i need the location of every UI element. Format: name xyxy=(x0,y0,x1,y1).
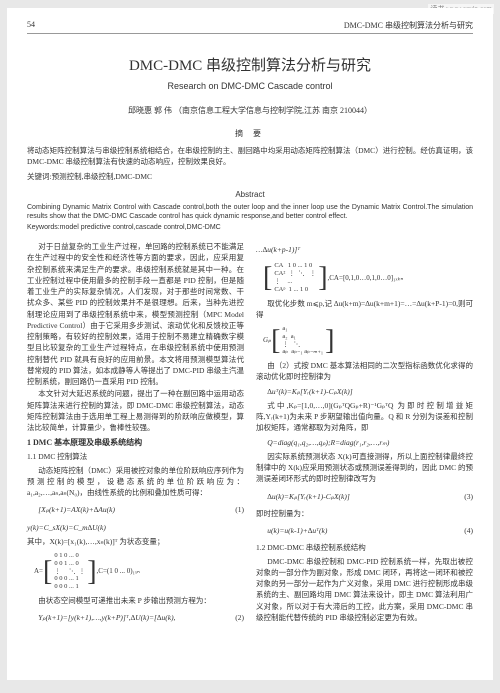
keywords-cn: 关键词:预测控制,串级控制,DMC-DMC xyxy=(27,171,473,182)
para-intro-2: 本文针对大延迟系统的问题，提出了一种在副回路中运用动态矩阵算法来进行控制的算法，… xyxy=(27,388,244,433)
matrix-CA-tail: ,CA=[0,1,0…0,1,0…0]₁ₓₖₙ xyxy=(328,273,404,284)
equation-1b: y(k)=C_sX(k)=C_m∆U(k) xyxy=(27,522,244,533)
para-predict-state: 因实际系统预测状态 X(k)可直接测得，所以上面控制律最终控制律中的 X(k)应… xyxy=(256,451,473,485)
paper-title: DMC-DMC 串级控制算法分析与研究 xyxy=(27,54,473,75)
equation-1: [Xₚ(k+1)=AX(k)+∆Au(k) (1) xyxy=(27,501,244,518)
bracket-left-icon: [ xyxy=(271,327,280,355)
para-optim-step: 取优化步数 m⩽p,记 ∆u(k+m)=∆u(k+m+1)=…=∆u(k+P-1… xyxy=(256,298,473,321)
matrix-A: A= [ 0 1 0 ... 0 0 0 1 ... 0 ⋮ ⋱ ⋮ 0 0 0… xyxy=(34,551,140,592)
matrix-CA: [ CA 1 0 ... 1 0 CA² ⋮ ⋱ ⋮ ⋮ ... CAᵖ 1 .… xyxy=(263,261,403,294)
heading-1-2: 1.2 DMC-DMC 串级控制系统结构 xyxy=(256,542,473,553)
abstract-head-cn: 摘 要 xyxy=(27,128,473,139)
bracket-right-icon: ] xyxy=(87,558,96,586)
matrix-CA-cells: CA 1 0 ... 1 0 CA² ⋮ ⋱ ⋮ ⋮ ... CAᵖ 1 ...… xyxy=(272,261,318,294)
abstract-cn: 将动态矩阵控制算法与串级控制系统相结合，在串级控制的主、副回路中均采用动态矩阵控… xyxy=(27,145,473,168)
equation-du: ∆uᵀ(k)=Kₚ[Yᵣ(k+1)-CₚX(k)] xyxy=(256,386,473,397)
running-header: 54 DMC-DMC 串级控制算法分析与研究 xyxy=(27,20,473,34)
equation-3: ∆u(k)=Kₚ[Yᵣ(k+1)-CₚX(k)] (3) xyxy=(256,488,473,505)
equation-2: Yₚ(k+1)=[y(k+1),…,y(k+P)]ᵀ,∆U(k)=[∆u(k),… xyxy=(27,609,244,626)
heading-1: 1 DMC 基本原理及串级系统结构 xyxy=(27,437,244,449)
equation-3-body: ∆u(k)=Kₚ[Yᵣ(k+1)-CₚX(k)] xyxy=(256,491,350,502)
equation-4-num: (4) xyxy=(464,525,473,536)
authors-affiliation: 邱晓惠 郭 伟 （南京信息工程大学信息与控制学院,江苏 南京 210044） xyxy=(27,105,473,116)
matrix-Gp-label: Gₚ xyxy=(263,335,271,346)
running-title: DMC-DMC 串级控制算法分析与研究 xyxy=(344,20,473,31)
para-kp-def: 式中,Kₚ=[1,0,…,0](GₚᵀQGₚ+R)⁻¹GₚᵀQ 为即时控制增益矩… xyxy=(256,400,473,434)
body-columns: 对于日益复杂的工业生产过程，单回路的控制系统已不能满足在生产过程中的安全性和经济… xyxy=(27,241,473,629)
equation-QR: Q=diag(q₁,q₂,…,qₚ);R=diag(r₁,r₂,…,rₘ) xyxy=(256,437,473,448)
eq-continuation: …∆u(k+p-1)]ᵀ xyxy=(256,244,473,255)
right-column: …∆u(k+p-1)]ᵀ [ CA 1 0 ... 1 0 CA² ⋮ ⋱ ⋮ … xyxy=(256,241,473,629)
page-number: 54 xyxy=(27,20,35,31)
para-rolling-opt: 由（2）式按 DMC 基本算法相同的二次型指标函数优化求得的滚动优化即时控制律为 xyxy=(256,360,473,383)
keywords-en: Keywords:model predictive control,cascad… xyxy=(27,224,473,231)
abstract-head-en: Abstract xyxy=(27,190,473,199)
left-column: 对于日益复杂的工业生产过程，单回路的控制系统已不能满足在生产过程中的安全性和经济… xyxy=(27,241,244,629)
equation-1-num: (1) xyxy=(235,504,244,515)
para-state-def: 其中，X(k)=[x₁(k),…,xₙ(k)]ᵀ 为状态变量； xyxy=(27,536,244,547)
para-cascade-struct: DMC-DMC 串级控制和 DMC-PID 控制系统一样，先取出被控对象的一部分… xyxy=(256,556,473,624)
equation-1-body: [Xₚ(k+1)=AX(k)+∆Au(k) xyxy=(27,504,115,515)
bracket-left-icon: [ xyxy=(43,558,52,586)
matrix-Gp: Gₚ [ a₁ a₂ a₁ ⋮ ⋱ aₚ aₚ₋₁ aₚ₋ₘ₊₁ ] xyxy=(263,324,334,357)
matrix-C-def: ,C=(1 0 ... 0)₁ₓₙ xyxy=(97,566,140,577)
equation-2-num: (2) xyxy=(235,612,244,623)
bracket-left-icon: [ xyxy=(263,264,272,292)
abstract-en: Combining Dynamic Matrix Control with Ca… xyxy=(27,203,473,223)
para-intro-1: 对于日益复杂的工业生产过程，单回路的控制系统已不能满足在生产过程中的安全性和经济… xyxy=(27,241,244,387)
equation-4-body: u(k)=u(k-1)+∆uᵀ(k) xyxy=(256,525,327,536)
matrix-A-cells: 0 1 0 ... 0 0 0 1 ... 0 ⋮ ⋱ ⋮ 0 0 0 ... … xyxy=(52,551,87,592)
page: 54 DMC-DMC 串级控制算法分析与研究 DMC-DMC 串级控制算法分析与… xyxy=(7,8,493,680)
matrix-Gp-cells: a₁ a₂ a₁ ⋮ ⋱ aₚ aₚ₋₁ aₚ₋ₘ₊₁ xyxy=(280,324,325,357)
para-control-qty: 即时控制量为： xyxy=(256,508,473,519)
equation-3-num: (3) xyxy=(464,491,473,502)
paper-subtitle-en: Research on DMC-DMC Cascade control xyxy=(27,81,473,91)
equation-2-body: Yₚ(k+1)=[y(k+1),…,y(k+P)]ᵀ,∆U(k)=[∆u(k), xyxy=(27,612,175,623)
matrix-A-label: A= xyxy=(34,566,43,577)
para-dmc-1: 动态矩阵控制（DMC）采用被控对象的单位阶跃响应序列作为预测控制的模型，设稳态系… xyxy=(27,465,244,499)
para-state-space: 由状态空间模型可递推出未来 P 步输出预测方程为： xyxy=(27,595,244,606)
bracket-right-icon: ] xyxy=(325,327,334,355)
bracket-right-icon: ] xyxy=(318,264,327,292)
equation-4: u(k)=u(k-1)+∆uᵀ(k) (4) xyxy=(256,522,473,539)
heading-1-1: 1.1 DMC 控制算法 xyxy=(27,451,244,462)
